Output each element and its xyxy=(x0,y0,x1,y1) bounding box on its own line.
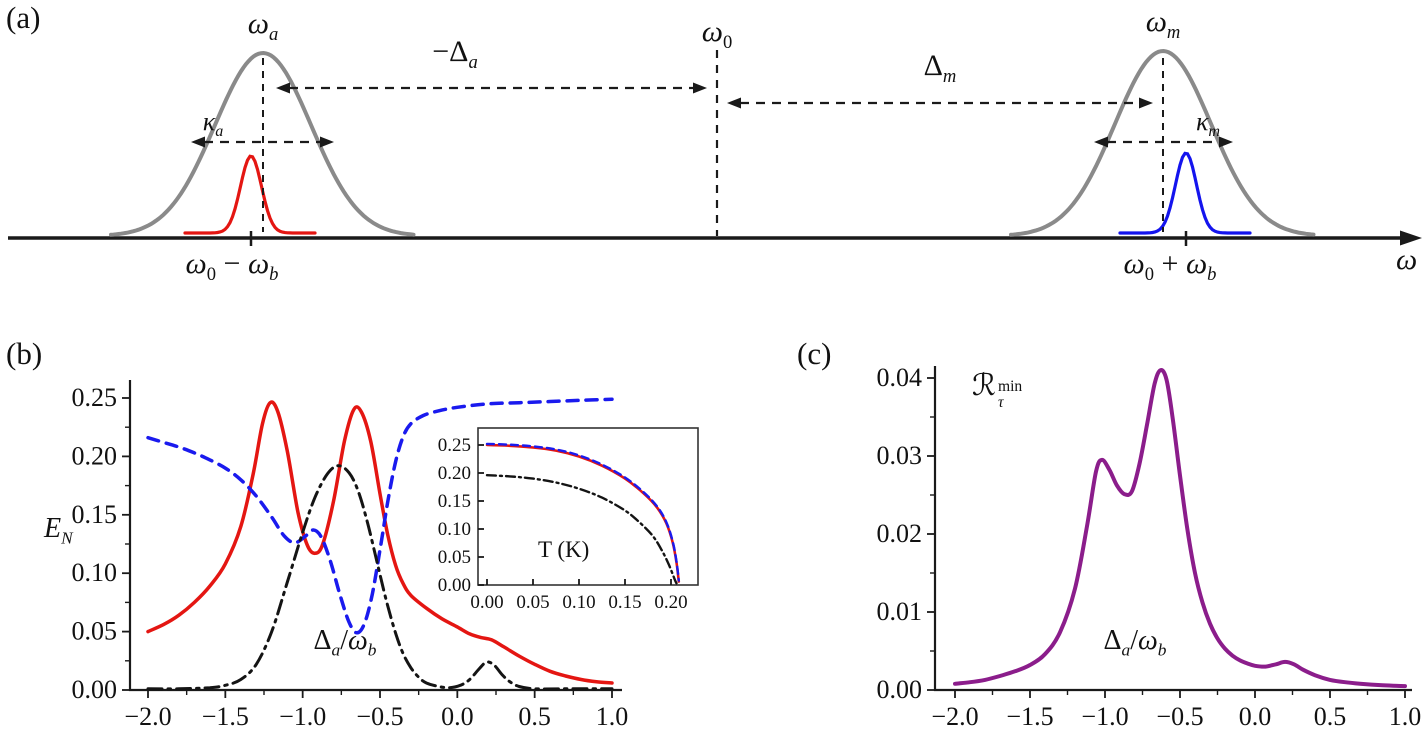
black-dashdot xyxy=(146,464,614,691)
x-tick-label: 1.0 xyxy=(1389,702,1422,731)
frequency-axis-arrowhead xyxy=(1400,230,1422,246)
linewidth-arrow-kappa-a-left-arrowhead xyxy=(191,136,205,148)
y-tick-label: 0.25 xyxy=(72,383,118,412)
x-tick-label: 0.00 xyxy=(470,592,503,613)
blue-dashed xyxy=(485,442,680,582)
x-tick-label: −2.0 xyxy=(931,702,978,731)
panel-a-tag: (a) xyxy=(6,0,41,35)
omega0-minus-omegab-label: ω0 − ωb xyxy=(185,247,279,285)
omega-axis-label: ω xyxy=(1396,243,1418,276)
magnon-mode-lineshape xyxy=(1009,48,1316,237)
panel-b-inset-chart: 0.00 0.05 0.10 0.15 0.20 0.00 0.05 0.10 0.15 0.20… xyxy=(438,427,699,613)
y-tick-label: 0.00 xyxy=(438,575,471,596)
y-tick-label: 0.15 xyxy=(438,491,471,512)
x-tick-label: −1.5 xyxy=(1006,702,1053,731)
panel-c-tag: (c) xyxy=(797,336,832,371)
y-tick-label: 0.00 xyxy=(877,675,923,704)
x-tick-label: 0.15 xyxy=(608,592,641,613)
panel-b-inset-xlabel: T (K) xyxy=(538,537,590,562)
y-tick-label: 0.05 xyxy=(438,547,471,568)
y-tick-label: 0.20 xyxy=(438,463,471,484)
cavity-mode-lineshape xyxy=(109,50,416,237)
kappa-m-label: κm xyxy=(1195,107,1221,141)
y-tick-label: 0.15 xyxy=(72,500,118,529)
x-tick-label: 0.5 xyxy=(518,702,551,731)
panel-a-diagram xyxy=(8,48,1422,246)
linewidth-arrow-kappa-m-right-arrowhead xyxy=(1219,136,1233,148)
red-solid xyxy=(146,400,614,685)
blue-sideband-peak xyxy=(1118,151,1252,235)
detuning-arrow-delta-m-left-arrowhead xyxy=(727,97,741,109)
x-tick-label: 0.0 xyxy=(1239,702,1272,731)
detuning-arrow-delta-m-right-arrowhead xyxy=(1139,97,1153,109)
x-tick-label: 0.0 xyxy=(441,702,474,731)
kappa-a-label: κa xyxy=(202,107,224,141)
panel-b-chart: −2.0 −1.5 −1.0 −0.5 0.0 0.5 1.0 0.00 0.05 0.10 0.1… xyxy=(72,380,629,731)
panel-b-tag: (b) xyxy=(6,336,43,371)
red-sideband-peak xyxy=(183,154,317,235)
omega-m-label: ωm xyxy=(1145,5,1181,43)
y-tick-label: 0.10 xyxy=(72,558,118,587)
omega0-plus-omegab-label: ω0 + ωb xyxy=(1123,247,1217,285)
x-tick-label: −0.5 xyxy=(1156,702,1203,731)
y-tick-label: 0.20 xyxy=(72,441,118,470)
panel-c-chart: −2.0 −1.5 −1.0 −0.5 0.0 0.5 1.0 0.00 0.01 0.02 0.0… xyxy=(877,363,1422,731)
detuning-arrow-delta-a-right-arrowhead xyxy=(693,82,707,94)
x-tick-label: −1.5 xyxy=(202,702,249,731)
y-tick-label: 0.10 xyxy=(438,519,471,540)
panel-b-ylabel: EN xyxy=(44,513,73,548)
linewidth-arrow-kappa-m-left-arrowhead xyxy=(1094,136,1108,148)
y-tick-label: 0.02 xyxy=(877,519,923,548)
y-tick-label: 0.25 xyxy=(438,435,471,456)
x-tick-label: −1.0 xyxy=(1081,702,1128,731)
omega-a-label: ωa xyxy=(247,7,279,45)
blue-dashed xyxy=(146,397,614,635)
panel-b-xlabel: Δa/ωb xyxy=(313,625,377,660)
panel-c-xlabel: Δa/ωb xyxy=(1103,625,1167,660)
y-tick-label: 0.04 xyxy=(877,363,923,392)
x-tick-label: 0.5 xyxy=(1314,702,1347,731)
x-tick-label: 0.10 xyxy=(562,592,595,613)
panel-b-inset-frame xyxy=(477,427,699,586)
omega-0-label: ω0 xyxy=(701,15,733,53)
detuning-arrow-delta-a-left-arrowhead xyxy=(276,82,290,94)
x-tick-label: 0.05 xyxy=(516,592,549,613)
y-tick-label: 0.05 xyxy=(72,617,118,646)
x-tick-label: −0.5 xyxy=(356,702,403,731)
y-tick-label: 0.00 xyxy=(72,675,118,704)
delta-m-label: Δm xyxy=(923,49,957,87)
x-tick-label: −1.0 xyxy=(279,702,326,731)
black-dashdot xyxy=(485,474,678,585)
minus-delta-a-label: −Δa xyxy=(432,35,478,73)
y-tick-label: 0.03 xyxy=(877,441,923,470)
x-tick-label: −2.0 xyxy=(124,702,171,731)
x-tick-label: 1.0 xyxy=(596,702,629,731)
x-tick-label: 0.20 xyxy=(654,592,687,613)
y-tick-label: 0.01 xyxy=(877,597,923,626)
purple-solid xyxy=(953,368,1407,689)
linewidth-arrow-kappa-a-right-arrowhead xyxy=(320,136,334,148)
